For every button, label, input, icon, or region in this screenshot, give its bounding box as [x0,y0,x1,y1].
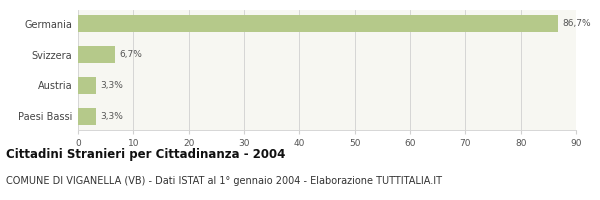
Text: 86,7%: 86,7% [562,19,591,28]
Bar [78,108,96,125]
Bar [78,15,558,32]
Text: COMUNE DI VIGANELLA (VB) - Dati ISTAT al 1° gennaio 2004 - Elaborazione TUTTITAL: COMUNE DI VIGANELLA (VB) - Dati ISTAT al… [6,176,442,186]
Text: 6,7%: 6,7% [119,50,142,59]
Bar [78,46,115,63]
Bar [78,77,96,94]
Text: 3,3%: 3,3% [101,81,124,90]
Text: 3,3%: 3,3% [101,112,124,121]
Text: Cittadini Stranieri per Cittadinanza - 2004: Cittadini Stranieri per Cittadinanza - 2… [6,148,286,161]
